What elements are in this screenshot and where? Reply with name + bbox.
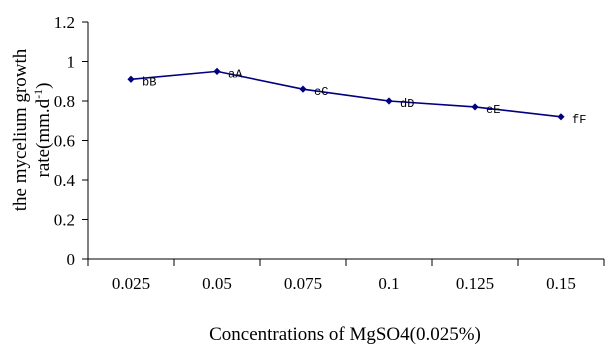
x-tick-label: 0.075: [284, 274, 322, 293]
point-label: fF: [572, 113, 586, 127]
data-point-marker: [299, 85, 307, 93]
point-label: aA: [228, 67, 243, 81]
y-axis-title-line2-suffix: ): [33, 83, 54, 89]
point-label: eE: [486, 103, 500, 117]
y-tick-label: 1: [67, 53, 76, 72]
y-axis-title-line1: the mycelium growth: [10, 48, 31, 211]
data-point-marker: [557, 113, 565, 121]
point-label: bB: [142, 75, 156, 89]
point-label: cC: [314, 85, 328, 99]
y-axis-title-line2-prefix: rate(mm.d: [33, 98, 54, 177]
data-point-marker: [213, 67, 221, 75]
y-tick-label: 0.4: [54, 171, 76, 190]
x-tick-label: 0.125: [456, 274, 494, 293]
x-axis-title: Concentrations of MgSO4(0.025%): [209, 324, 481, 344]
data-point-marker: [127, 75, 135, 83]
data-point-marker: [471, 103, 479, 111]
point-label: dD: [400, 97, 414, 111]
y-tick-label: 0: [67, 250, 76, 269]
y-tick-label: 0.8: [54, 92, 75, 111]
point-labels: bB aA cC dD eE fF: [142, 67, 586, 126]
x-tick-label: 0.05: [202, 274, 232, 293]
y-tick-label: 1.2: [54, 13, 75, 32]
x-axis: 0.025 0.05 0.075 0.1 0.125 0.15: [87, 258, 605, 293]
y-axis-title-superscript: -1: [31, 89, 45, 99]
series-path: [130, 70, 562, 118]
x-tick-label: 0.15: [546, 274, 576, 293]
y-axis: 0 0.2 0.4 0.6 0.8 1 1.2: [54, 13, 89, 269]
data-point-marker: [385, 97, 393, 105]
series-line: [127, 67, 565, 121]
y-tick-label: 0.6: [54, 132, 75, 151]
y-tick-label: 0.2: [54, 211, 75, 230]
y-axis-title-line2: rate(mm.d-1): [31, 83, 54, 178]
x-tick-label: 0.1: [378, 274, 399, 293]
x-tick-label: 0.025: [112, 274, 150, 293]
y-axis-title: the mycelium growth rate(mm.d-1): [10, 48, 54, 211]
